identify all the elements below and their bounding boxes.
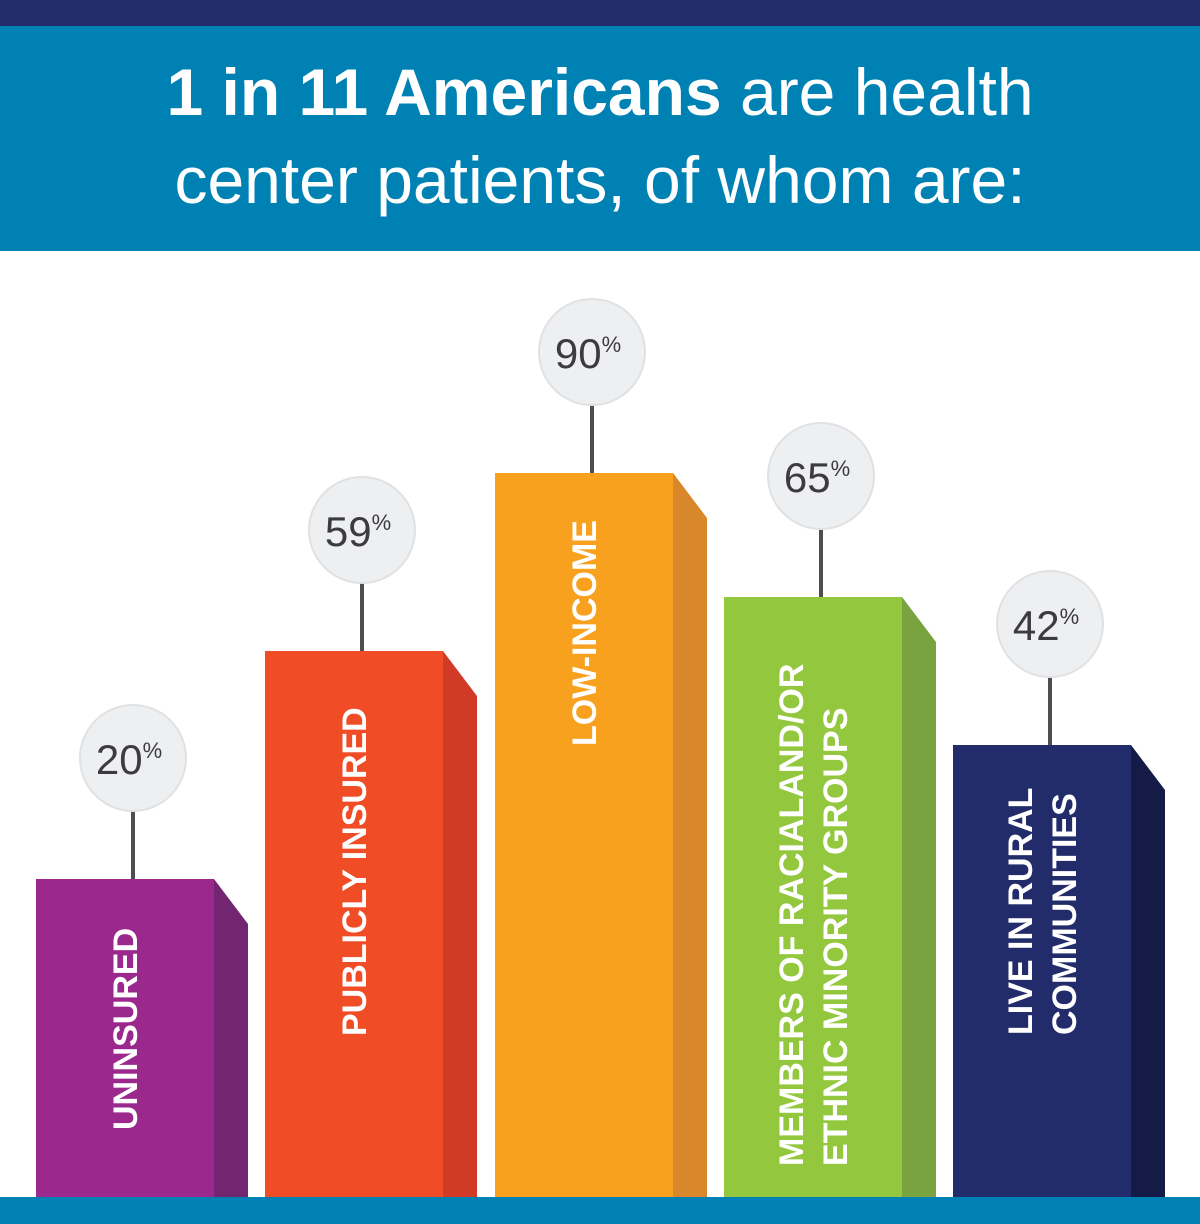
bar bbox=[495, 473, 673, 1197]
bar bbox=[36, 879, 214, 1197]
bar bbox=[724, 597, 902, 1197]
category-label: COMMUNITIES bbox=[1046, 793, 1084, 1035]
category-label: UNINSURED bbox=[107, 928, 145, 1130]
value-bubble bbox=[308, 476, 416, 584]
title-banner: 1 in 11 Americans are health center pati… bbox=[0, 26, 1200, 251]
title-rest: are health bbox=[721, 55, 1034, 129]
bar-side bbox=[1131, 745, 1165, 1197]
value-bubble bbox=[767, 422, 875, 530]
value-bubble bbox=[996, 570, 1104, 678]
title-line-1: 1 in 11 Americans are health bbox=[0, 56, 1200, 128]
bar-side bbox=[673, 473, 707, 1197]
footer-band bbox=[0, 1197, 1200, 1224]
title-bold: 1 in 11 Americans bbox=[166, 55, 722, 129]
category-label: LIVE IN RURAL bbox=[1002, 788, 1040, 1035]
category-label: ETHNIC MINORITY GROUPS bbox=[817, 708, 855, 1166]
bar bbox=[953, 745, 1131, 1197]
bar-side bbox=[443, 651, 477, 1197]
category-label: MEMBERS OF RACIALAND/OR bbox=[773, 664, 811, 1166]
value-bubble bbox=[79, 704, 187, 812]
bar-side bbox=[214, 879, 248, 1197]
category-label: LOW-INCOME bbox=[566, 520, 604, 746]
value-bubble bbox=[538, 298, 646, 406]
category-label: PUBLICLY INSURED bbox=[336, 707, 374, 1036]
top-band bbox=[0, 0, 1200, 26]
bar-side bbox=[902, 597, 936, 1197]
title-line-2: center patients, of whom are: bbox=[174, 143, 1026, 217]
bar bbox=[265, 651, 443, 1197]
